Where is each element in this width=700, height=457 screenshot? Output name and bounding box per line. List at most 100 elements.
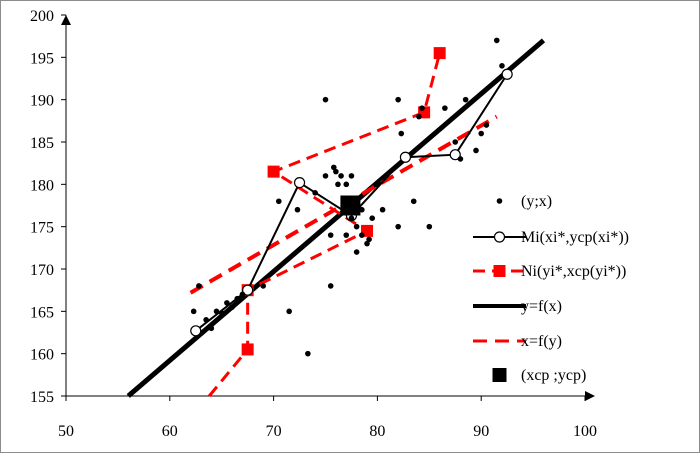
legend-label: Mi(xi*,ycp(xi*)) xyxy=(521,229,629,246)
scatter-point xyxy=(359,206,365,213)
scatter-point xyxy=(327,232,334,238)
x-tick-label: 90 xyxy=(473,423,489,440)
mean-point-marker xyxy=(340,195,361,216)
legend-item: (y;x) xyxy=(496,193,552,210)
y-tick-label: 170 xyxy=(30,262,54,279)
mi-marker xyxy=(190,325,202,337)
x-axis-arrow xyxy=(585,391,595,401)
x-tick-label: 70 xyxy=(266,423,282,440)
scatter-point xyxy=(395,223,401,230)
y-tick-label: 180 xyxy=(30,177,54,194)
scatter-point xyxy=(312,190,318,196)
ni-marker xyxy=(241,343,254,356)
scatter-point xyxy=(499,63,505,69)
ni-marker xyxy=(433,47,446,60)
scatter-point xyxy=(410,198,417,205)
scatter-point xyxy=(239,291,246,298)
scatter-point xyxy=(338,173,344,179)
x-tick-label: 80 xyxy=(369,423,385,440)
legend-swatch-marker xyxy=(493,231,506,243)
legend-label: Ni(yi*,xcp(yi*)) xyxy=(521,263,626,280)
x-tick-label: 100 xyxy=(573,423,597,440)
mi-marker xyxy=(293,177,306,189)
scatter-point xyxy=(426,223,433,230)
scatter-point xyxy=(322,173,329,179)
scatter-point xyxy=(229,304,235,310)
scatter-point xyxy=(366,236,372,243)
scatter-point xyxy=(442,105,448,111)
scatter-point xyxy=(348,215,355,221)
scatter-point xyxy=(343,181,350,188)
y-tick-label: 190 xyxy=(30,93,54,110)
scatter-point xyxy=(286,308,292,315)
legend-item: y=f(x) xyxy=(473,298,562,315)
x-tick-label: 50 xyxy=(58,423,74,440)
legend-swatch-scatter xyxy=(496,198,503,204)
scatter-point xyxy=(369,215,376,221)
y-tick-label: 195 xyxy=(30,50,54,67)
scatter-point xyxy=(395,96,401,103)
scatter-point xyxy=(208,325,215,332)
scatter-point xyxy=(190,308,197,315)
scatter-point xyxy=(364,240,370,247)
scatter-point xyxy=(348,173,355,179)
scatter-point xyxy=(275,198,282,205)
scatter-point xyxy=(416,113,422,120)
legend-label: (y;x) xyxy=(521,193,552,210)
legend-item: Ni(yi*,xcp(yi*)) xyxy=(473,263,626,280)
legend-item: (xcp ;ycp) xyxy=(492,367,586,384)
scatter-point xyxy=(218,310,225,316)
legend-label: (xcp ;ycp) xyxy=(521,367,586,384)
scatter-point xyxy=(327,283,334,289)
mi-marker xyxy=(242,284,254,296)
scatter-point xyxy=(213,308,220,315)
scatter-point xyxy=(398,130,405,137)
axes: 50 60 70 80 90 100 155 160 165 170 175 180 185 190 195… xyxy=(30,8,597,440)
legend-label: y=f(x) xyxy=(521,298,562,315)
regression-line-y-on-x xyxy=(126,38,546,398)
scatter-point xyxy=(353,249,360,255)
scatter-point xyxy=(473,147,479,154)
scatter-point xyxy=(457,156,464,162)
scatter-point xyxy=(353,223,360,230)
scatter-point xyxy=(359,232,365,238)
scatter-point xyxy=(333,168,339,175)
mi-marker xyxy=(399,151,412,163)
y-tick-label: 175 xyxy=(30,220,54,237)
y-axis-arrow xyxy=(61,15,71,25)
mi-marker xyxy=(501,68,513,80)
scatter-point xyxy=(196,283,202,289)
y-tick-label: 160 xyxy=(30,347,54,364)
scatter-point xyxy=(224,300,230,306)
legend-swatch-marker xyxy=(493,265,506,277)
scatter-point xyxy=(234,295,241,302)
scatter-point xyxy=(203,317,209,323)
scatter-point xyxy=(483,122,490,128)
ni-marker xyxy=(267,165,280,178)
series-layer xyxy=(126,37,546,398)
legend-swatch-marker xyxy=(492,368,507,382)
scatter-point xyxy=(379,206,386,213)
scatter-point xyxy=(478,130,485,137)
y-tick-label: 165 xyxy=(30,304,54,321)
scatter-point xyxy=(493,37,500,44)
scatter-point xyxy=(419,105,425,111)
scatter-point xyxy=(343,232,350,238)
scatter-point xyxy=(335,181,341,188)
legend-label: x=f(y) xyxy=(521,333,562,350)
legend-item: x=f(y) xyxy=(473,333,562,350)
scatter-point xyxy=(305,350,311,357)
scatter-point xyxy=(462,96,469,103)
y-tick-label: 200 xyxy=(30,8,54,25)
scatter-point xyxy=(294,206,301,213)
legend: (y;x) Mi(xi*,ycp(xi*)) Ni(yi*,xcp(yi*)) y=f… xyxy=(473,193,629,384)
scatter-point xyxy=(452,139,459,145)
scatter-point xyxy=(322,96,329,103)
y-tick-label: 155 xyxy=(30,389,54,406)
legend-item: Mi(xi*,ycp(xi*)) xyxy=(473,229,629,246)
scatter-point xyxy=(374,181,381,188)
scatter-point xyxy=(260,283,267,289)
scatter-point xyxy=(331,164,337,171)
